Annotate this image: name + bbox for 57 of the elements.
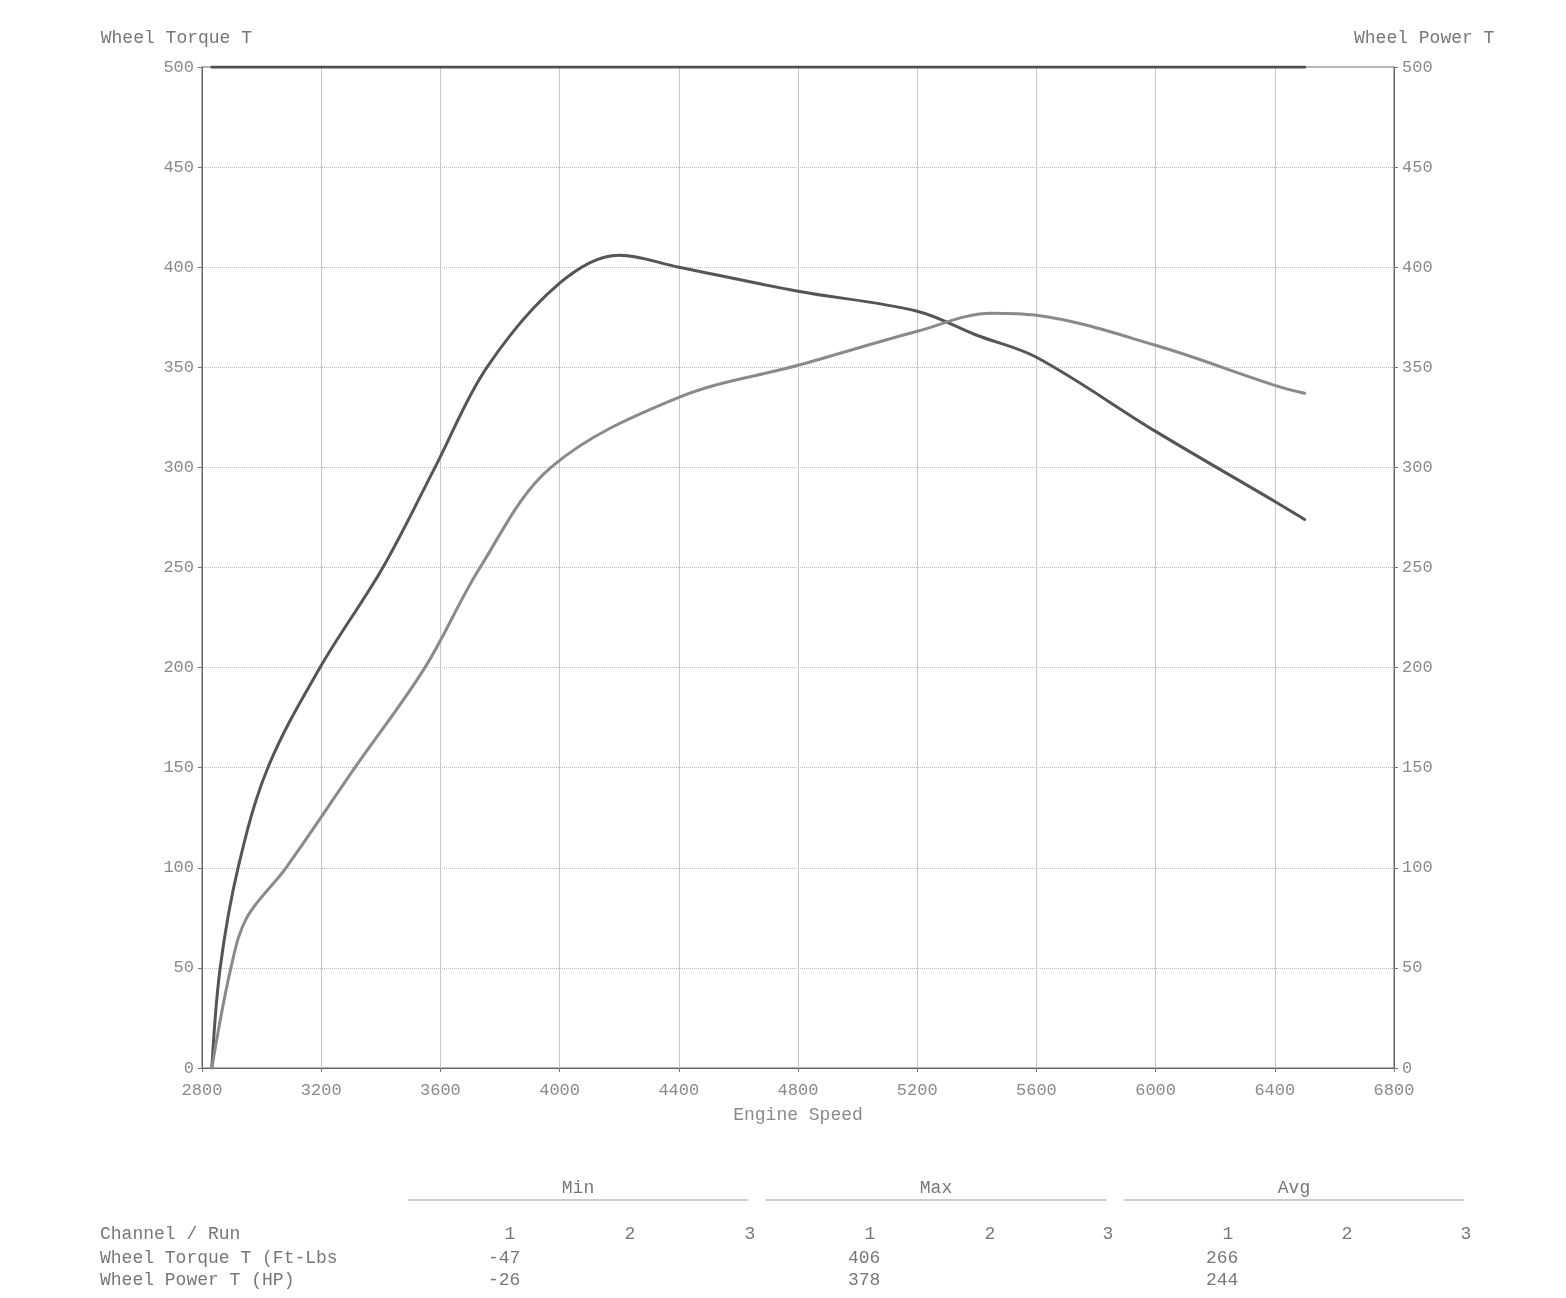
y2-tick-label: 400 bbox=[1402, 257, 1433, 277]
text: Avg bbox=[1277, 1178, 1311, 1198]
x-tick-label: 6400 bbox=[1254, 1081, 1296, 1100]
y-tick-label: 400 bbox=[163, 257, 194, 277]
y2-tick-label: 0 bbox=[1402, 1058, 1413, 1078]
y2-tick-label: 300 bbox=[1402, 457, 1433, 477]
text: 2 bbox=[1341, 1224, 1353, 1244]
y-tick-label: 250 bbox=[163, 558, 194, 577]
text: 2 bbox=[984, 1224, 996, 1244]
x-tick-label: 6000 bbox=[1135, 1081, 1177, 1100]
text: 3 bbox=[1460, 1224, 1472, 1244]
x-tick-label: 5200 bbox=[896, 1081, 938, 1100]
y2-tick-label: 200 bbox=[1402, 658, 1433, 678]
text: Wheel Power T (HP) bbox=[100, 1270, 295, 1290]
x-axis-title: Engine Speed bbox=[733, 1105, 863, 1125]
y-tick-label: 350 bbox=[163, 357, 194, 377]
text: 378 bbox=[848, 1270, 881, 1290]
text: 2 bbox=[624, 1224, 636, 1244]
y2-tick-label: 500 bbox=[1402, 57, 1433, 77]
text: 1 bbox=[864, 1224, 876, 1244]
y2-tick-label: 100 bbox=[1402, 858, 1433, 878]
text: -26 bbox=[488, 1270, 521, 1290]
text: 1 bbox=[504, 1224, 516, 1244]
text: 406 bbox=[848, 1248, 881, 1268]
text: 3 bbox=[1102, 1224, 1114, 1244]
text: 3 bbox=[744, 1224, 756, 1244]
text: 1 bbox=[1222, 1224, 1234, 1244]
y-tick-label: 150 bbox=[163, 758, 194, 778]
x-tick-label: 4800 bbox=[777, 1081, 819, 1100]
x-tick-label: 4400 bbox=[658, 1081, 700, 1100]
x-tick-label: 2800 bbox=[181, 1081, 223, 1100]
text: 244 bbox=[1206, 1270, 1239, 1290]
y2-axis-title: Wheel Power T bbox=[1354, 28, 1495, 48]
x-tick-label: 4000 bbox=[539, 1081, 581, 1100]
text: Min bbox=[561, 1178, 595, 1198]
y2-tick-label: 150 bbox=[1402, 758, 1433, 778]
y2-tick-label: 350 bbox=[1402, 357, 1433, 377]
x-tick-label: 5600 bbox=[1015, 1081, 1057, 1100]
y-tick-label: 500 bbox=[163, 57, 194, 77]
y-tick-label: 100 bbox=[163, 858, 194, 878]
y-axis-title: Wheel Torque T bbox=[100, 28, 253, 48]
x-tick-label: 3600 bbox=[419, 1081, 461, 1100]
x-tick-label: 6800 bbox=[1373, 1081, 1415, 1100]
text: Wheel Torque T (Ft-Lbs bbox=[100, 1248, 338, 1268]
text: -47 bbox=[488, 1248, 521, 1268]
text: 266 bbox=[1206, 1248, 1239, 1268]
y2-tick-label: 450 bbox=[1402, 157, 1433, 177]
y-tick-label: 200 bbox=[163, 658, 194, 678]
y-tick-label: 50 bbox=[173, 958, 194, 978]
y-tick-label: 0 bbox=[183, 1058, 194, 1078]
text: Max bbox=[919, 1178, 953, 1198]
y2-tick-label: 250 bbox=[1402, 558, 1433, 577]
x-tick-label: 3200 bbox=[300, 1081, 342, 1100]
y2-tick-label: 50 bbox=[1402, 958, 1423, 978]
text: Channel / Run bbox=[100, 1224, 241, 1244]
y-tick-label: 300 bbox=[163, 457, 194, 477]
y-tick-label: 450 bbox=[163, 157, 194, 177]
